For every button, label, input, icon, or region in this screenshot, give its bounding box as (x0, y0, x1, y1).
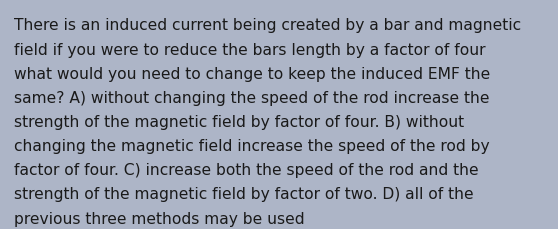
Text: strength of the magnetic field by factor of two. D) all of the: strength of the magnetic field by factor… (14, 187, 474, 202)
Text: There is an induced current being created by a bar and magnetic: There is an induced current being create… (14, 18, 521, 33)
Text: factor of four. C) increase both the speed of the rod and the: factor of four. C) increase both the spe… (14, 163, 479, 177)
Text: field if you were to reduce the bars length by a factor of four: field if you were to reduce the bars len… (14, 42, 485, 57)
Text: same? A) without changing the speed of the rod increase the: same? A) without changing the speed of t… (14, 90, 489, 105)
Text: previous three methods may be used: previous three methods may be used (14, 211, 305, 226)
Text: what would you need to change to keep the induced EMF the: what would you need to change to keep th… (14, 66, 490, 81)
Text: changing the magnetic field increase the speed of the rod by: changing the magnetic field increase the… (14, 139, 489, 153)
Text: strength of the magnetic field by factor of four. B) without: strength of the magnetic field by factor… (14, 114, 464, 129)
